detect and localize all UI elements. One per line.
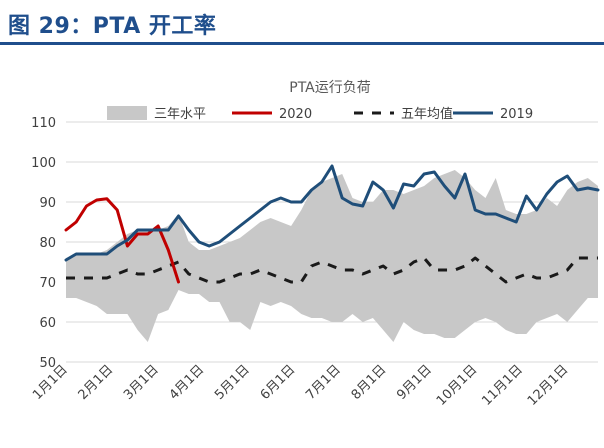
legend-item: 2019	[453, 107, 533, 122]
chart-legend: 三年水平 2020 五年均值 2019	[107, 106, 533, 122]
x-tick-label: 4月1日	[167, 362, 208, 403]
legend-swatch-band	[107, 106, 147, 120]
x-tick-label: 10月1日	[434, 362, 481, 409]
figure-title: 图 29：PTA 开工率	[8, 14, 217, 39]
legend-label: 2019	[500, 107, 533, 122]
x-tick-label: 5月1日	[212, 362, 253, 403]
series-line-2019	[64, 164, 600, 262]
x-tick-label: 8月1日	[349, 362, 390, 403]
chart-plot-area	[64, 164, 600, 342]
x-tick-label: 12月1日	[525, 362, 572, 409]
series-band-range	[66, 170, 598, 342]
x-tick-label: 9月1日	[394, 362, 435, 403]
chart-title: PTA运行负荷	[289, 80, 370, 96]
legend-label: 三年水平	[154, 107, 206, 122]
x-axis: 1月1日 2月1日 3月1日 4月1日 5月1日 6月1日 7月1日 8月1日 9月1日10月1…	[30, 362, 571, 409]
y-axis: 50 60 70 80 90 100 110	[31, 116, 56, 371]
y-tick-label: 50	[39, 356, 56, 371]
legend-label: 2020	[279, 107, 312, 122]
figure-title-rule	[0, 42, 604, 45]
legend-item: 五年均值	[354, 106, 453, 122]
x-tick-label: 11月1日	[479, 362, 526, 409]
y-tick-label: 100	[31, 156, 56, 171]
x-tick-label: 2月1日	[76, 362, 117, 403]
series-line-avg5	[66, 256, 598, 284]
x-tick-label: 7月1日	[303, 362, 344, 403]
legend-item: 2020	[232, 107, 312, 122]
legend-item: 三年水平	[107, 106, 206, 122]
y-tick-label: 110	[31, 116, 56, 131]
x-tick-label: 6月1日	[258, 362, 299, 403]
legend-label: 五年均值	[401, 106, 453, 122]
y-tick-label: 80	[39, 236, 56, 251]
y-tick-label: 90	[39, 196, 56, 211]
y-tick-label: 60	[39, 316, 56, 331]
figure-header: 图 29：PTA 开工率	[0, 0, 604, 50]
x-tick-label: 3月1日	[121, 362, 162, 403]
y-tick-label: 70	[39, 276, 56, 291]
